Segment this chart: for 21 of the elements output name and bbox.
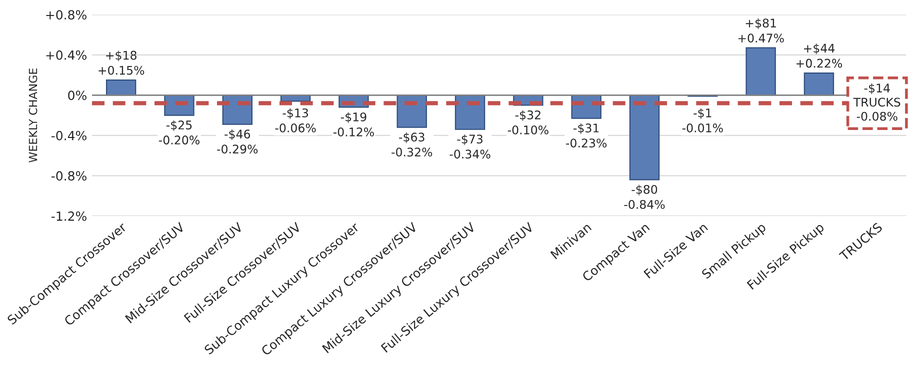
y-tick-label: +0.8%: [46, 10, 86, 20]
data-label: +$18 +0.15%: [98, 50, 144, 75]
data-label: -$63 -0.32%: [392, 132, 432, 157]
data-label: -$31 -0.23%: [566, 123, 607, 148]
data-label: +$81 +0.47%: [738, 18, 784, 43]
y-tick-label: -1.2%: [51, 211, 86, 221]
data-label: -$32 -0.10%: [508, 110, 548, 134]
data-label: -$25 -0.20%: [158, 120, 200, 144]
data-label: -$73 -0.34%: [450, 134, 490, 159]
data-label: +$44 +0.22%: [796, 44, 842, 68]
y-tick-label: -0.4%: [51, 130, 86, 140]
data-label: -$46 -0.29%: [217, 129, 258, 154]
y-tick-label: -0.8%: [51, 171, 86, 181]
data-label: -$19 -0.12%: [333, 112, 374, 136]
ref-line-label: -$14 TRUCKS -0.08%: [853, 83, 900, 121]
data-label: -$1 -0.01%: [682, 108, 723, 132]
data-label: -$80 -0.84%: [624, 184, 665, 209]
data-label: -$13 -0.06%: [275, 108, 316, 132]
y-axis-title: WEEKLY CHANGE: [28, 68, 38, 162]
y-tick-label: +0.4%: [46, 50, 86, 60]
y-tick-label: 0%: [68, 90, 86, 100]
